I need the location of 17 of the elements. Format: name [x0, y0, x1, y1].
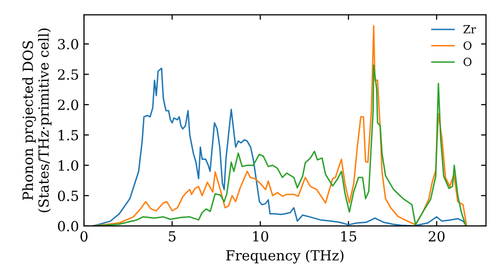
x-tick-label: 10 [253, 231, 268, 242]
legend-label: O [464, 41, 472, 50]
legend-label: O [464, 58, 472, 66]
y-axis-title: Phonon projected DOS (States/THz·primitive cell) [22, 28, 52, 212]
x-tick-label: 20 [428, 231, 445, 242]
legend-label: Zr [463, 25, 476, 34]
y-tick-label: 3.0 [58, 38, 78, 50]
y-tick-label: 0.0 [58, 220, 78, 232]
y-tick-label: 1.0 [58, 160, 78, 171]
x-axis-title: Frequency (THz) [226, 250, 344, 264]
y-tick-label: 2.0 [58, 100, 78, 110]
y-tick-label: 2.5 [58, 69, 78, 80]
y-tick-label: 1.5 [58, 130, 78, 140]
x-tick-label: 15 [341, 231, 356, 242]
x-tick-label: 5 [168, 231, 176, 242]
x-tick-label: 0 [80, 231, 88, 242]
y-tick-label: 0.5 [58, 190, 78, 202]
